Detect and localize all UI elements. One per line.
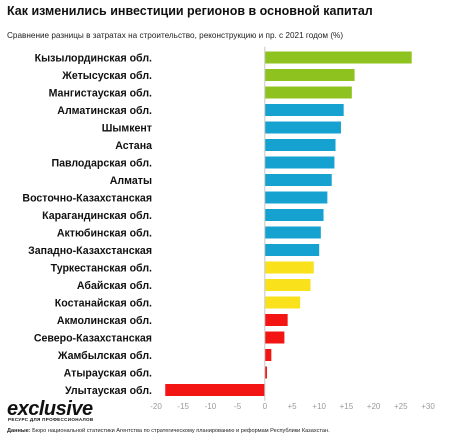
source-note: Данные: Бюро национальной статистики Аге… bbox=[7, 428, 447, 434]
category-label: Актюбинская обл. bbox=[57, 228, 152, 240]
category-label: Акмолинская обл. bbox=[57, 315, 152, 327]
category-label: Атырауская обл. bbox=[64, 368, 152, 380]
x-tick-label: +5 bbox=[287, 402, 297, 411]
bar bbox=[264, 86, 352, 99]
bar bbox=[264, 261, 314, 274]
category-label: Астана bbox=[115, 140, 152, 152]
category-label: Шымкент bbox=[102, 123, 152, 135]
source-text: Бюро национальной статистики Агентства п… bbox=[32, 428, 330, 434]
bar bbox=[264, 156, 335, 169]
x-tick-label: +30 bbox=[421, 402, 435, 411]
bar bbox=[264, 51, 412, 64]
source-label: Данные: bbox=[7, 428, 31, 434]
exclusive-logo: exclusive bbox=[7, 398, 93, 420]
category-label: Северо-Казахстанская bbox=[34, 333, 152, 345]
bar bbox=[264, 69, 355, 81]
x-tick-label: 0 bbox=[263, 402, 268, 411]
category-label: Карагандинская обл. bbox=[42, 210, 152, 222]
bar bbox=[264, 121, 341, 134]
category-label: Мангистауская обл. bbox=[49, 88, 152, 100]
bar bbox=[264, 104, 344, 116]
category-label: Жетысуская обл. bbox=[61, 70, 152, 82]
category-label: Павлодарская обл. bbox=[51, 158, 152, 170]
chart-subtitle: Сравнение разницы в затратах на строител… bbox=[7, 31, 344, 40]
category-label: Восточно-Казахстанская bbox=[22, 193, 152, 205]
bar bbox=[264, 296, 301, 309]
category-label: Кызылординская обл. bbox=[35, 53, 152, 65]
category-label: Костанайская обл. bbox=[55, 298, 152, 310]
bar bbox=[264, 209, 324, 221]
chart-title: Как изменились инвестиции регионов в осн… bbox=[7, 4, 373, 18]
category-label: Улытауская обл. bbox=[65, 385, 152, 397]
x-tick-label: +10 bbox=[312, 402, 326, 411]
logo-tagline: ресурс для профессионалов bbox=[8, 417, 94, 422]
category-label: Западно-Казахстанская bbox=[28, 245, 152, 257]
x-tick-label: -5 bbox=[234, 402, 242, 411]
x-tick-label: -15 bbox=[177, 402, 189, 411]
bar bbox=[264, 244, 320, 256]
x-tick-label: +25 bbox=[394, 402, 408, 411]
bar bbox=[264, 331, 285, 344]
category-label: Жамбылская обл. bbox=[57, 350, 152, 362]
bar bbox=[264, 191, 328, 204]
bar bbox=[264, 349, 272, 361]
x-tick-label: +20 bbox=[367, 402, 381, 411]
bar bbox=[264, 314, 288, 326]
bar bbox=[264, 139, 336, 151]
category-label: Туркестанская обл. bbox=[51, 263, 152, 275]
category-label: Абайская обл. bbox=[77, 280, 152, 292]
x-tick-label: -10 bbox=[205, 402, 217, 411]
x-tick-label: -20 bbox=[150, 402, 162, 411]
bar bbox=[264, 279, 311, 291]
x-tick-label: +15 bbox=[340, 402, 354, 411]
category-label: Алматы bbox=[110, 175, 152, 187]
bar bbox=[264, 366, 267, 379]
bar bbox=[165, 384, 265, 396]
category-label: Алматинская обл. bbox=[57, 105, 152, 117]
bar bbox=[264, 174, 332, 186]
bar bbox=[264, 226, 321, 239]
